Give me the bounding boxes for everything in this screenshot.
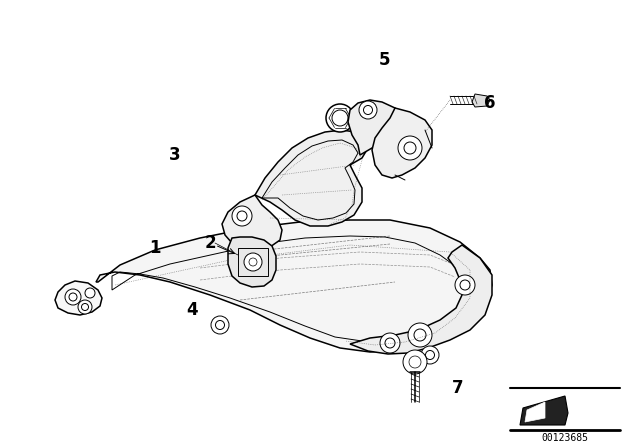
Polygon shape <box>525 402 545 422</box>
Circle shape <box>78 300 92 314</box>
Circle shape <box>380 333 400 353</box>
Circle shape <box>232 206 252 226</box>
Circle shape <box>426 350 435 359</box>
Text: 7: 7 <box>452 379 464 397</box>
Text: 4: 4 <box>186 301 198 319</box>
Circle shape <box>326 104 354 132</box>
Circle shape <box>244 253 262 271</box>
Circle shape <box>421 346 439 364</box>
Text: 2: 2 <box>204 234 216 252</box>
Circle shape <box>409 356 421 368</box>
Polygon shape <box>372 108 432 178</box>
Circle shape <box>65 289 81 305</box>
Circle shape <box>359 101 377 119</box>
Text: 1: 1 <box>149 239 161 257</box>
Circle shape <box>403 350 427 374</box>
Text: 3: 3 <box>169 146 181 164</box>
Polygon shape <box>55 281 102 315</box>
Circle shape <box>398 136 422 160</box>
Circle shape <box>385 338 395 348</box>
Text: 6: 6 <box>484 94 496 112</box>
Circle shape <box>249 258 257 266</box>
Polygon shape <box>472 94 490 107</box>
Polygon shape <box>348 100 400 155</box>
Text: 5: 5 <box>380 51 391 69</box>
Circle shape <box>404 142 416 154</box>
Circle shape <box>69 293 77 301</box>
Text: 00123685: 00123685 <box>541 433 589 443</box>
Polygon shape <box>520 396 568 425</box>
Circle shape <box>237 211 247 221</box>
Polygon shape <box>255 130 368 226</box>
Circle shape <box>216 320 225 329</box>
Circle shape <box>408 323 432 347</box>
Circle shape <box>211 316 229 334</box>
Circle shape <box>364 105 372 115</box>
Polygon shape <box>96 220 492 352</box>
Polygon shape <box>222 195 282 250</box>
Polygon shape <box>228 237 276 287</box>
Polygon shape <box>350 245 492 354</box>
Circle shape <box>85 288 95 298</box>
Circle shape <box>455 275 475 295</box>
Circle shape <box>460 280 470 290</box>
Circle shape <box>81 303 88 310</box>
Circle shape <box>414 329 426 341</box>
Circle shape <box>332 110 348 126</box>
